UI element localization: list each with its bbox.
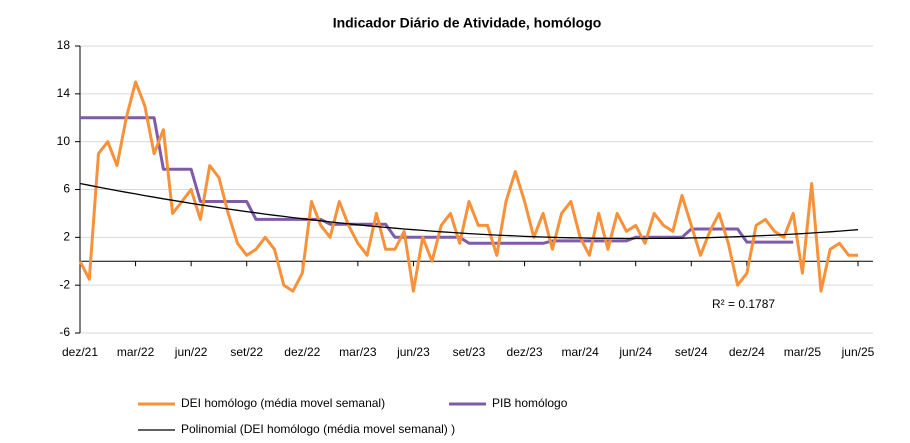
x-tick-label: mar/22 bbox=[117, 345, 155, 359]
x-tick-label: set/24 bbox=[675, 345, 708, 359]
series-line bbox=[80, 116, 794, 245]
chart-title: Indicador Diário de Atividade, homólogo bbox=[333, 15, 602, 31]
legend-label: Polinomial (DEI homólogo (média movel se… bbox=[181, 422, 455, 436]
annotation: R² = 0.1787 bbox=[712, 297, 775, 311]
y-tick-label: -6 bbox=[59, 325, 70, 339]
y-tick-label: 6 bbox=[63, 182, 70, 196]
x-tick-label: jun/25 bbox=[841, 345, 875, 359]
x-tick-label: mar/23 bbox=[339, 345, 377, 359]
legend-label: DEI homólogo (média movel semanal) bbox=[181, 396, 385, 410]
x-tick-label: dez/24 bbox=[729, 345, 765, 359]
y-tick-label: 14 bbox=[57, 86, 71, 100]
y-tick-label: 18 bbox=[57, 38, 71, 52]
x-tick-label: dez/22 bbox=[284, 345, 320, 359]
legend-label: PIB homólogo bbox=[492, 396, 568, 410]
x-tick-label: jun/24 bbox=[618, 345, 652, 359]
x-tick-label: jun/23 bbox=[396, 345, 430, 359]
y-tick-label: -2 bbox=[59, 277, 70, 291]
x-tick-label: dez/23 bbox=[507, 345, 543, 359]
series-line bbox=[78, 80, 858, 293]
x-tick-label: mar/24 bbox=[561, 345, 599, 359]
y-tick-label: 2 bbox=[63, 230, 70, 244]
x-tick-label: set/22 bbox=[230, 345, 263, 359]
series-line bbox=[79, 182, 859, 240]
x-tick-label: set/23 bbox=[453, 345, 486, 359]
x-tick-label: jun/22 bbox=[174, 345, 208, 359]
x-tick-label: dez/21 bbox=[62, 345, 98, 359]
x-tick-label: mar/25 bbox=[784, 345, 822, 359]
y-tick-label: 10 bbox=[57, 134, 71, 148]
